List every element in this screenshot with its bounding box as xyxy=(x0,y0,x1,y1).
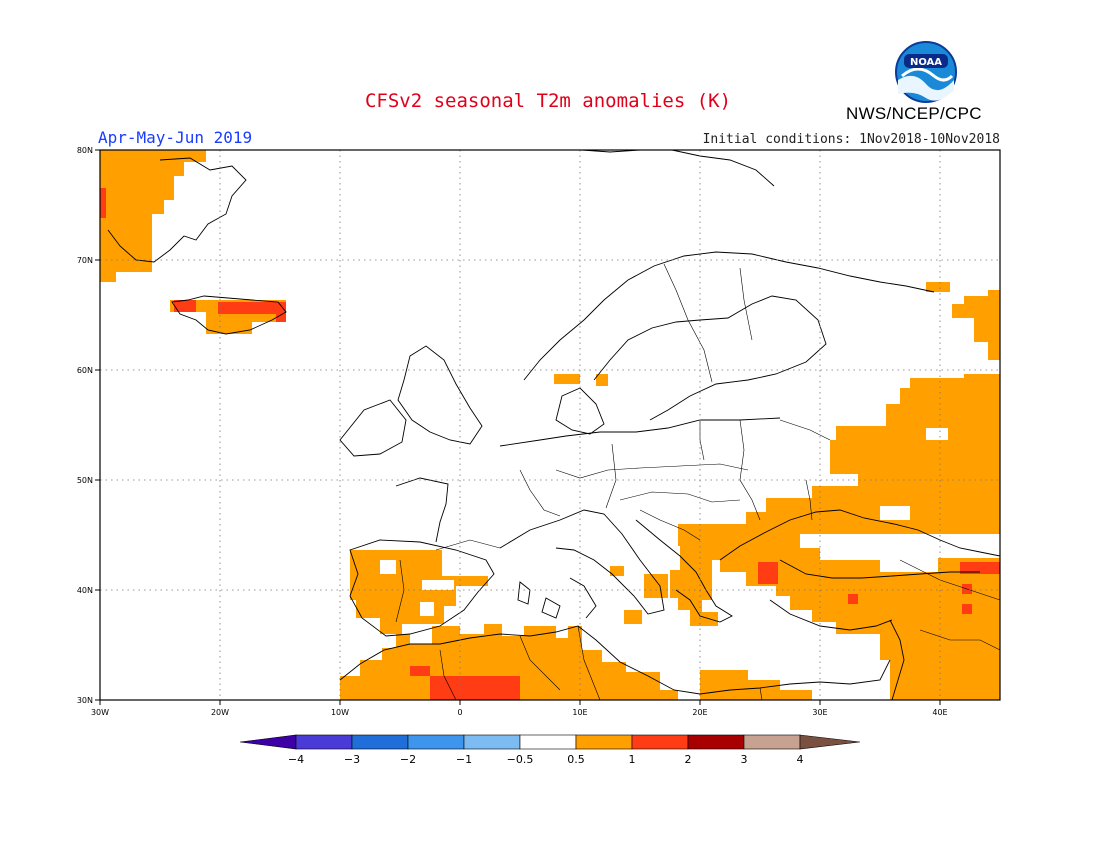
lat-label: 70N xyxy=(77,256,93,265)
colorbar-label: 2 xyxy=(685,753,692,766)
season-label: Apr-May-Jun 2019 xyxy=(98,128,253,147)
axis-ticks xyxy=(95,149,941,705)
logo-text: NOAA xyxy=(910,57,942,68)
anomaly-gap xyxy=(380,428,1000,624)
colorbar-segment xyxy=(351,734,409,750)
anomaly-fill-05-1 xyxy=(100,150,1000,700)
lon-label: 30E xyxy=(812,708,827,717)
colorbar-segment xyxy=(519,734,577,750)
chart-title-text: CFSv2 seasonal T2m anomalies (K) xyxy=(364,90,732,112)
colorbar-label: −4 xyxy=(288,753,304,766)
colorbar-label: −3 xyxy=(344,753,360,766)
map-frame xyxy=(99,149,1001,701)
colorbar-segment xyxy=(407,734,465,750)
lon-label: 40E xyxy=(932,708,947,717)
lon-label: 0 xyxy=(457,708,462,717)
lat-label: 50N xyxy=(77,476,93,485)
colorbar-segment xyxy=(687,734,745,750)
colorbar-segment xyxy=(799,734,861,750)
organization-label: NWS/NCEP/CPC xyxy=(846,104,982,123)
colorbar-label: −1 xyxy=(456,753,472,766)
noaa-logo-icon: NOAA xyxy=(895,41,957,103)
lon-label: 20W xyxy=(211,708,229,717)
lon-label: 10E xyxy=(572,708,587,717)
lon-label: 20E xyxy=(692,708,707,717)
anomaly-fill-1-2 xyxy=(100,188,1000,700)
colorbar-segment xyxy=(743,734,801,750)
colorbar-label: −2 xyxy=(400,753,416,766)
graticule xyxy=(100,150,1000,700)
colorbar-label: 1 xyxy=(629,753,636,766)
lon-label: 10W xyxy=(331,708,349,717)
colorbar-segment xyxy=(295,734,353,750)
lat-label: 30N xyxy=(77,696,93,705)
colorbar xyxy=(239,734,861,750)
colorbar-segment xyxy=(631,734,689,750)
colorbar-label: −0.5 xyxy=(507,753,534,766)
lon-label: 30W xyxy=(91,708,109,717)
initial-conditions-label: Initial conditions: 1Nov2018-10Nov2018 xyxy=(702,132,1000,147)
chart-title: CFSv2 seasonal T2m anomalies (K) xyxy=(0,90,1100,112)
lat-label: 60N xyxy=(77,366,93,375)
colorbar-label: 4 xyxy=(797,753,804,766)
colorbar-segment xyxy=(463,734,521,750)
colorbar-label: 0.5 xyxy=(567,753,585,766)
colorbar-segment xyxy=(575,734,633,750)
coastlines xyxy=(107,149,1001,701)
lat-label: 40N xyxy=(77,586,93,595)
colorbar-label: 3 xyxy=(741,753,748,766)
lat-label: 80N xyxy=(77,146,93,155)
colorbar-segment xyxy=(239,734,297,750)
